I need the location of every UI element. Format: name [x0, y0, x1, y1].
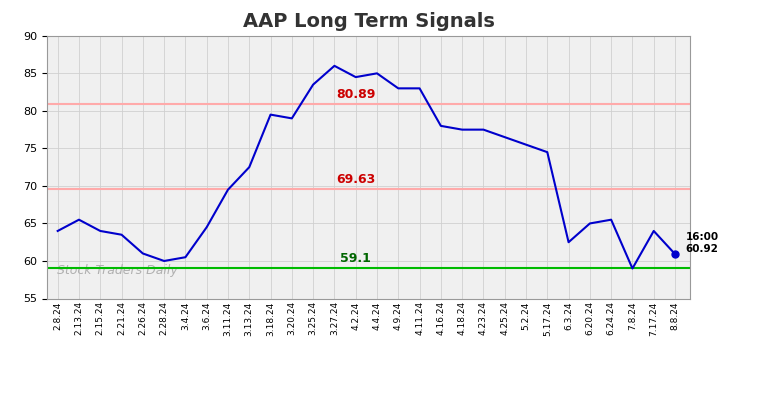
Text: 80.89: 80.89 — [336, 88, 376, 101]
Title: AAP Long Term Signals: AAP Long Term Signals — [242, 12, 495, 31]
Text: 59.1: 59.1 — [340, 252, 371, 265]
Text: Stock Traders Daily: Stock Traders Daily — [56, 265, 177, 277]
Text: 69.63: 69.63 — [336, 173, 376, 186]
Text: 16:00
60.92: 16:00 60.92 — [686, 232, 719, 254]
